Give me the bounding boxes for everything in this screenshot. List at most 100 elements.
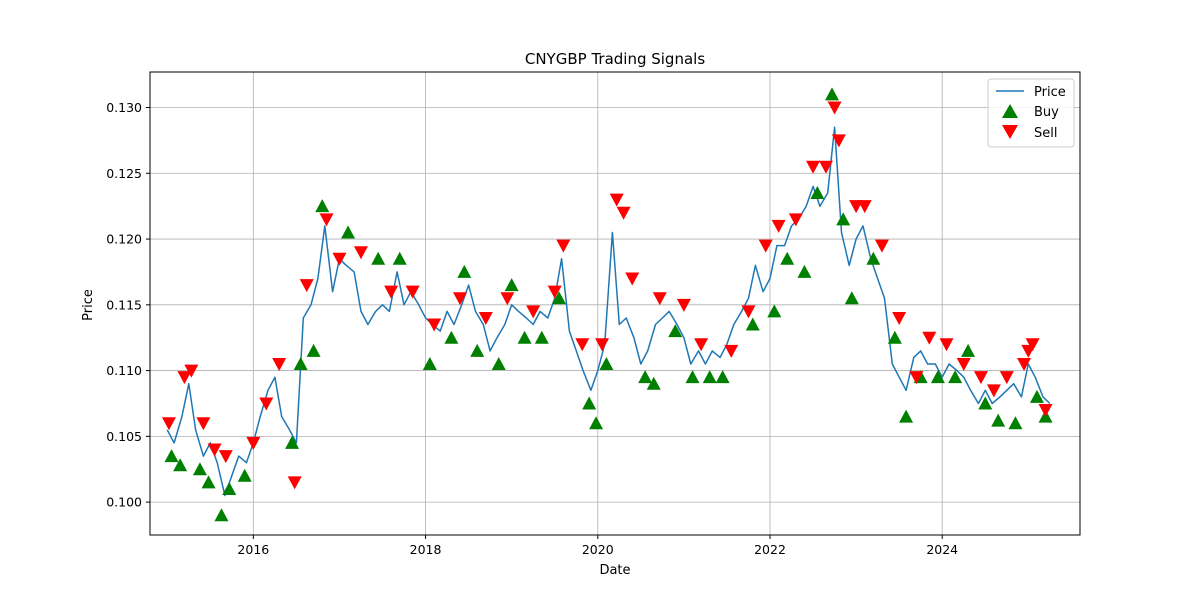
buy-marker: [504, 278, 519, 292]
buy-marker: [285, 435, 300, 449]
sell-marker: [478, 311, 493, 325]
x-tick-label: 2016: [237, 542, 269, 557]
legend-sell-marker: [1002, 125, 1018, 139]
x-tick-label: 2024: [926, 542, 958, 557]
buy-marker: [599, 357, 614, 371]
sell-marker: [956, 358, 971, 372]
sell-marker: [405, 285, 420, 299]
sell-marker: [986, 384, 1001, 398]
sell-marker: [1025, 338, 1040, 352]
sell-marker: [909, 371, 924, 385]
sell-marker: [741, 305, 756, 319]
sell-marker: [427, 318, 442, 332]
sell-marker: [827, 101, 842, 115]
sell-marker: [319, 213, 334, 227]
buy-marker: [306, 343, 321, 357]
buy-marker: [315, 199, 330, 213]
price-series: [166, 126, 1051, 497]
buy-marker: [715, 370, 730, 384]
buy-marker: [948, 370, 963, 384]
sell-marker: [547, 285, 562, 299]
grid-lines: [150, 72, 1080, 535]
chart-title: CNYGBP Trading Signals: [525, 50, 705, 68]
sell-markers: [161, 101, 1053, 490]
buy-marker: [173, 458, 188, 472]
sell-marker: [246, 436, 261, 450]
buy-marker: [668, 324, 683, 338]
y-tick-label: 0.105: [106, 429, 142, 444]
sell-marker: [831, 134, 846, 148]
buy-marker: [192, 462, 207, 476]
sell-marker: [724, 344, 739, 358]
sell-marker: [857, 200, 872, 214]
sell-marker: [575, 338, 590, 352]
buy-marker: [702, 370, 717, 384]
buy-marker: [685, 370, 700, 384]
sell-marker: [259, 397, 274, 411]
y-tick-label: 0.115: [106, 297, 142, 312]
buy-marker: [392, 251, 407, 265]
buy-marker: [237, 468, 252, 482]
buy-marker: [214, 508, 229, 522]
sell-marker: [652, 292, 667, 306]
sell-marker: [272, 358, 287, 372]
buy-marker: [844, 291, 859, 305]
buy-marker: [767, 304, 782, 318]
plot-area-frame: [149, 71, 1081, 536]
x-tick-label: 2018: [410, 542, 442, 557]
buy-marker: [825, 87, 839, 101]
buy-marker: [457, 264, 472, 278]
sell-marker: [353, 246, 368, 260]
sell-marker: [556, 239, 571, 253]
buy-marker: [991, 413, 1006, 427]
legend: Price Buy Sell: [987, 78, 1075, 148]
sell-marker: [874, 239, 889, 253]
buy-marker: [797, 264, 812, 278]
sell-marker: [694, 338, 709, 352]
buy-marker: [371, 251, 386, 265]
legend-price-label: Price: [1034, 85, 1066, 100]
sell-marker: [500, 292, 515, 306]
sell-marker: [332, 252, 347, 266]
buy-marker: [930, 370, 945, 384]
sell-marker: [758, 239, 773, 253]
buy-marker: [201, 475, 216, 489]
sell-marker: [625, 272, 640, 286]
sell-marker: [818, 160, 833, 174]
sell-marker: [177, 371, 192, 385]
sell-marker: [595, 338, 610, 352]
x-tick-label: 2022: [754, 542, 786, 557]
legend-sell-label: Sell: [1034, 126, 1057, 141]
buy-marker: [780, 251, 795, 265]
sell-marker: [207, 443, 222, 457]
y-tick-label: 0.110: [106, 363, 142, 378]
sell-marker: [999, 371, 1014, 385]
sell-marker: [1017, 358, 1032, 372]
buy-marker: [810, 186, 825, 200]
buy-marker: [341, 225, 356, 239]
sell-marker: [1038, 404, 1053, 418]
buy-marker: [534, 330, 549, 344]
buy-markers: [164, 87, 1053, 522]
sell-marker: [922, 331, 937, 345]
legend-buy-marker: [1002, 104, 1018, 118]
sell-marker: [892, 311, 907, 325]
legend-buy-label: Buy: [1034, 105, 1059, 120]
sell-marker: [184, 364, 199, 378]
sell-marker: [196, 417, 211, 431]
x-tick-label: 2020: [582, 542, 614, 557]
buy-marker: [582, 396, 597, 410]
price-line: [166, 126, 1051, 497]
buy-marker: [589, 416, 604, 430]
x-axis-ticks: 2016 2018 2020 2022 2024: [237, 535, 958, 557]
buy-marker: [517, 330, 532, 344]
sell-marker: [299, 279, 314, 293]
sell-marker: [609, 193, 624, 207]
buy-marker: [164, 449, 179, 463]
buy-marker: [444, 330, 459, 344]
sell-marker: [384, 285, 399, 299]
buy-marker: [961, 343, 976, 357]
sell-marker: [453, 292, 467, 306]
buy-marker: [745, 317, 760, 331]
buy-marker: [470, 343, 485, 357]
